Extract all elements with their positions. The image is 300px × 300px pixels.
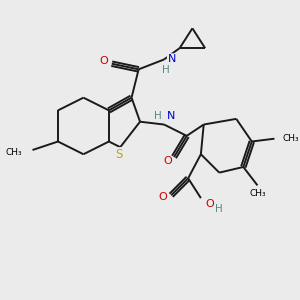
Text: H: H [154, 111, 162, 121]
Text: CH₃: CH₃ [6, 148, 22, 157]
Text: H: H [162, 65, 170, 75]
Text: O: O [159, 192, 168, 202]
Text: CH₃: CH₃ [282, 134, 299, 143]
Text: O: O [99, 56, 108, 66]
Text: CH₃: CH₃ [249, 189, 266, 198]
Text: O: O [205, 199, 214, 209]
Text: O: O [164, 156, 172, 166]
Text: S: S [115, 148, 122, 161]
Text: N: N [167, 54, 176, 64]
Text: H: H [215, 204, 223, 214]
Text: N: N [167, 111, 175, 121]
